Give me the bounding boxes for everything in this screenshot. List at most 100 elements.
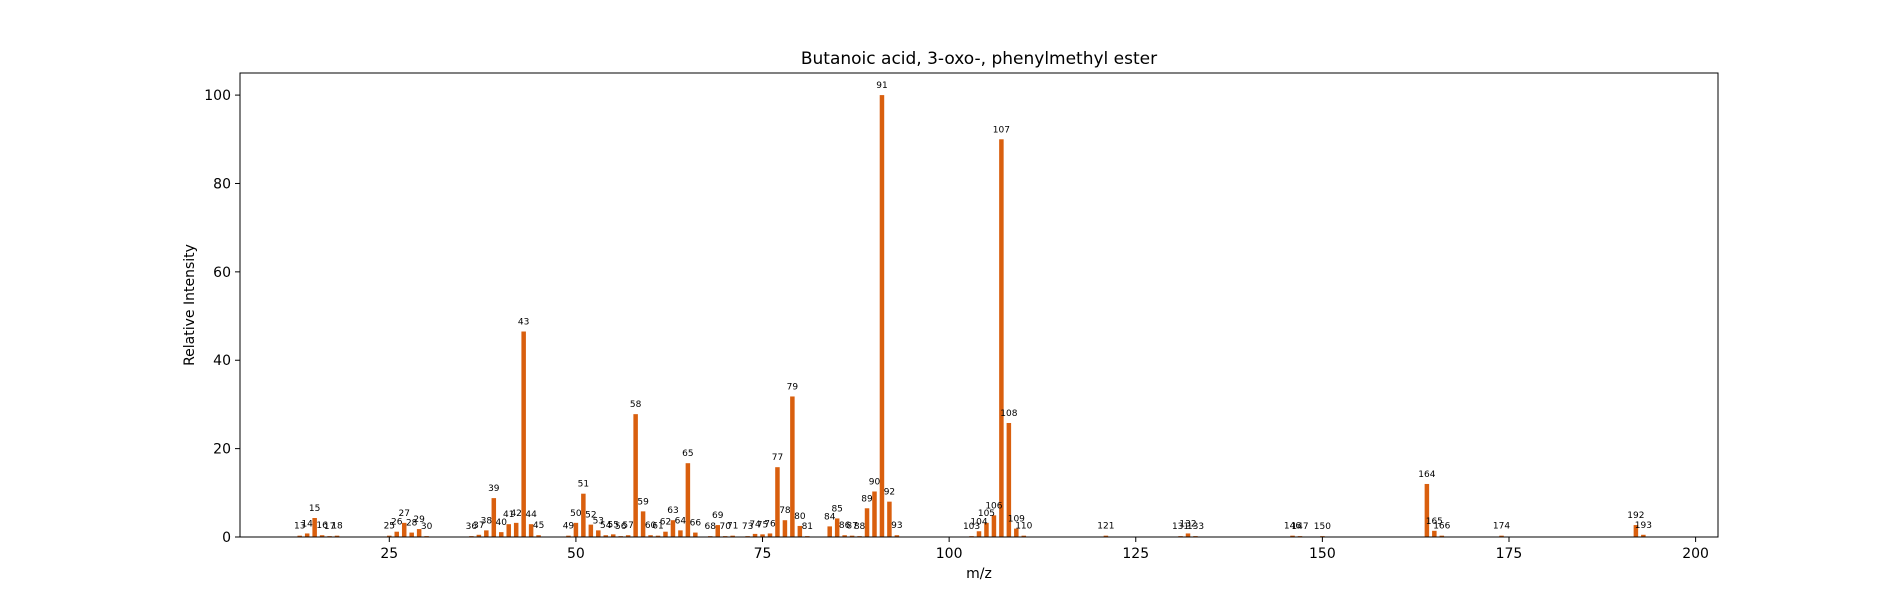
bar-mz-192 [1633, 525, 1639, 537]
peak-label: 65 [682, 449, 693, 459]
y-tick-label: 20 [213, 442, 231, 458]
peak-label: 104 [970, 517, 987, 527]
x-axis-ticks: 25 50 75 100 125 150 175 200 [380, 537, 1709, 562]
peak-label: 42 [510, 509, 521, 519]
peak-label: 192 [1627, 511, 1644, 521]
bar-mz-79 [790, 396, 795, 537]
peak-label: 164 [1418, 470, 1435, 480]
peak-label: 59 [637, 497, 649, 507]
bar-mz-109 [1014, 528, 1019, 537]
y-tick-label: 100 [204, 88, 231, 104]
bar-mz-28 [409, 532, 414, 537]
bar-mz-76 [767, 533, 773, 537]
peak-label: 88 [854, 522, 866, 532]
peak-label: 166 [1433, 522, 1450, 532]
chart-title: Butanoic acid, 3-oxo-, phenylmethyl este… [801, 49, 1157, 69]
bar-mz-18 [334, 535, 340, 537]
peak-label: 28 [406, 519, 418, 529]
peak-label: 39 [488, 484, 500, 494]
peak-label: 77 [772, 453, 783, 463]
peak-label: 75 [757, 520, 768, 530]
bar-mz-74 [752, 533, 758, 537]
bar-mz-71 [730, 535, 735, 537]
x-tick-label: 150 [1309, 546, 1336, 562]
peak-label: 107 [993, 125, 1010, 135]
peak-label: 84 [824, 512, 836, 522]
x-tick-label: 175 [1496, 546, 1523, 562]
x-tick-label: 125 [1122, 546, 1149, 562]
bar-mz-38 [484, 530, 489, 537]
bar-mz-42 [513, 522, 519, 537]
bar-mz-166 [1439, 535, 1445, 537]
bar-mz-15 [312, 518, 317, 537]
bar-mz-164 [1424, 483, 1430, 537]
bar-mz-49 [566, 535, 571, 537]
bar-mz-60 [648, 535, 653, 537]
bar-mz-59 [640, 511, 646, 537]
bar-mz-85 [834, 518, 840, 537]
peak-label: 109 [1008, 515, 1025, 525]
peak-label: 150 [1314, 522, 1331, 532]
peak-label: 40 [496, 518, 508, 528]
peak-label: 70 [719, 522, 731, 532]
bar-mz-41 [506, 524, 511, 537]
peak-label: 80 [794, 512, 806, 522]
peak-label: 27 [398, 509, 409, 519]
x-tick-label: 50 [567, 546, 585, 562]
bar-mz-66 [693, 532, 698, 537]
peak-label: 36 [466, 522, 478, 532]
bar-mz-16 [319, 535, 325, 537]
bar-mz-104 [976, 531, 982, 537]
peak-label: 89 [861, 494, 873, 504]
y-tick-label: 40 [213, 353, 231, 369]
y-tick-label: 80 [213, 176, 231, 192]
y-tick-label: 0 [222, 530, 231, 546]
peak-label: 55 [608, 520, 619, 530]
peak-label: 57 [622, 521, 633, 531]
peak-label: 58 [630, 400, 642, 410]
peak-label: 106 [985, 501, 1002, 511]
peak-label: 51 [578, 480, 589, 490]
bar-mz-55 [610, 534, 616, 537]
peak-label: 54 [600, 521, 612, 531]
y-axis-ticks: 0 20 40 60 80 100 [204, 88, 240, 546]
peak-label: 41 [503, 510, 514, 520]
peak-label: 174 [1493, 522, 1510, 532]
peak-label: 78 [779, 506, 791, 516]
peak-label: 73 [742, 522, 753, 532]
peak-label: 63 [667, 506, 678, 516]
peak-label: 45 [533, 521, 544, 531]
bars-group [297, 95, 1646, 538]
peak-label: 30 [421, 522, 433, 532]
peak-label: 17 [324, 522, 335, 532]
bar-mz-39 [491, 498, 497, 537]
peak-label: 68 [705, 522, 717, 532]
peak-label: 131 [1172, 522, 1189, 532]
peak-label: 85 [831, 504, 842, 514]
peak-label: 91 [876, 81, 887, 91]
bar-mz-193 [1641, 534, 1646, 537]
bar-mz-84 [827, 526, 832, 537]
peak-label: 64 [675, 516, 687, 526]
bar-mz-107 [999, 139, 1004, 538]
bar-mz-92 [887, 501, 892, 537]
bar-mz-13 [297, 535, 302, 537]
bar-mz-91 [879, 95, 885, 537]
peak-label: 61 [652, 522, 663, 532]
bar-mz-106 [991, 515, 997, 537]
bar-mz-25 [387, 535, 392, 537]
bar-mz-87 [849, 535, 855, 537]
bar-mz-57 [625, 535, 631, 537]
y-tick-label: 60 [213, 265, 231, 281]
bar-mz-108 [1006, 422, 1012, 537]
bar-mz-89 [864, 508, 870, 537]
bar-mz-105 [984, 522, 989, 537]
peak-label: 26 [391, 518, 403, 528]
peak-label: 69 [712, 511, 724, 521]
bar-mz-29 [416, 529, 422, 537]
bar-mz-52 [588, 524, 594, 537]
peak-label: 49 [563, 522, 575, 532]
peak-label: 62 [660, 518, 671, 528]
x-axis-label: m/z [966, 566, 992, 582]
